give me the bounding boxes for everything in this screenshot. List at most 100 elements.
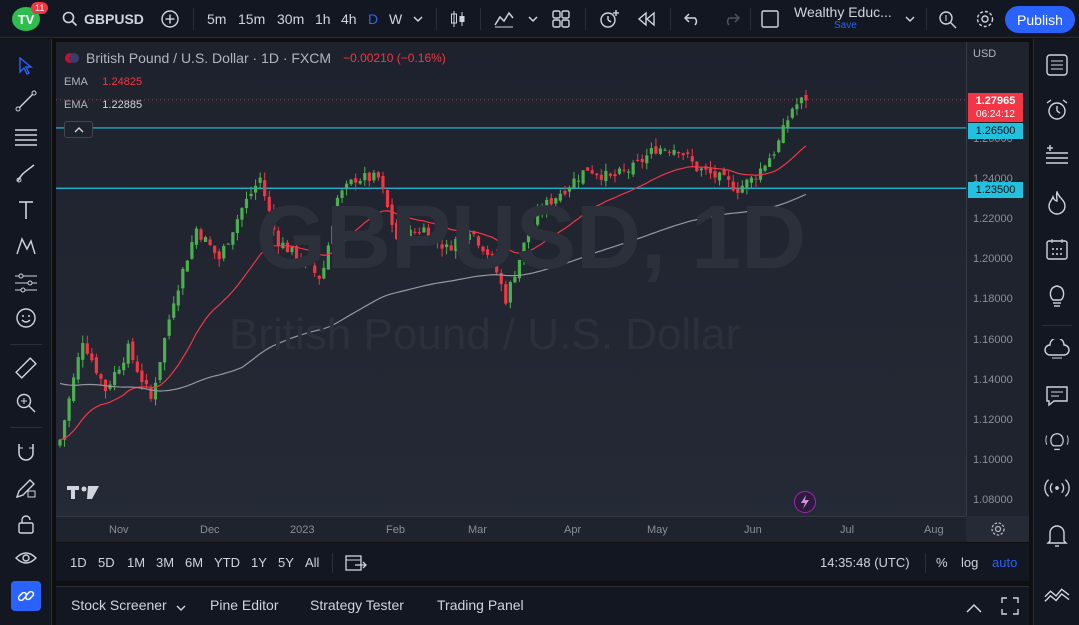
- save-label[interactable]: Save: [834, 20, 857, 31]
- strategy-tester-tab[interactable]: Strategy Tester: [310, 597, 404, 613]
- pattern-tool[interactable]: [13, 233, 39, 259]
- emoji-tool[interactable]: [13, 305, 39, 331]
- chart-type-button[interactable]: [448, 0, 468, 38]
- trading-panel-tab[interactable]: Trading Panel: [437, 597, 524, 613]
- streams-button[interactable]: [1044, 337, 1070, 363]
- replay-button[interactable]: [637, 0, 657, 38]
- ideas-button[interactable]: [1044, 283, 1070, 309]
- candle-body: [731, 181, 735, 191]
- utc-clock[interactable]: 14:35:48 (UTC): [820, 555, 910, 570]
- interval-4h[interactable]: 4h: [341, 11, 357, 27]
- pine-ideas-button[interactable]: [1044, 429, 1070, 455]
- collapse-legend-button[interactable]: [64, 121, 93, 138]
- order-panel-button[interactable]: [1044, 581, 1070, 607]
- compare-add-button[interactable]: [160, 0, 180, 38]
- watchlist-button[interactable]: [1044, 52, 1070, 78]
- measure-tool[interactable]: [13, 355, 39, 381]
- hide-drawings-tool[interactable]: [13, 545, 39, 571]
- interval-w[interactable]: W: [389, 11, 403, 27]
- range-6m[interactable]: 6M: [185, 555, 204, 570]
- expand-panel-button[interactable]: [966, 600, 982, 618]
- hotlists-button[interactable]: [1044, 190, 1070, 216]
- brush-tool[interactable]: [13, 160, 39, 186]
- publish-button[interactable]: Publish: [1005, 6, 1075, 33]
- lock-drawings-tool[interactable]: [13, 511, 39, 537]
- candle-body: [554, 198, 558, 204]
- candle-body: [686, 152, 690, 155]
- cursor-tool[interactable]: [13, 53, 39, 79]
- layout-name[interactable]: Wealthy Educ... Save: [794, 0, 892, 38]
- quick-search-button[interactable]: [938, 0, 958, 38]
- percent-toggle[interactable]: %: [936, 555, 948, 570]
- redo-button[interactable]: [722, 0, 740, 38]
- layouts-button[interactable]: [552, 0, 570, 38]
- range-1d[interactable]: 1D: [70, 555, 87, 570]
- stock-screener-dropdown[interactable]: [176, 600, 186, 618]
- time-axis[interactable]: Nov Dec 2023 Feb Mar Apr May Jun Jul Aug: [56, 516, 966, 542]
- candle-body: [285, 242, 290, 253]
- trendline-tool[interactable]: [13, 88, 39, 114]
- hline-label-upper[interactable]: 1.26500: [968, 123, 1023, 139]
- settings-button[interactable]: [975, 0, 995, 38]
- symbol-search[interactable]: GBPUSD: [62, 0, 144, 38]
- undo-icon: [684, 13, 698, 26]
- broadcast-button[interactable]: [1044, 475, 1070, 501]
- candle-body: [476, 236, 481, 246]
- candle-body: [76, 357, 80, 380]
- log-toggle[interactable]: log: [961, 555, 979, 570]
- data-window-button[interactable]: [1044, 143, 1070, 169]
- fullscreen-select-button[interactable]: [761, 0, 779, 38]
- indicators-dropdown[interactable]: [527, 0, 539, 38]
- square-icon: [761, 10, 779, 28]
- sync-drawings-button[interactable]: [11, 581, 41, 611]
- auto-scale-toggle[interactable]: auto: [992, 555, 1018, 570]
- prediction-tool[interactable]: [13, 270, 39, 296]
- range-ytd[interactable]: YTD: [214, 555, 240, 570]
- range-1m[interactable]: 1M: [127, 555, 146, 570]
- fib-tool[interactable]: [13, 124, 39, 150]
- interval-d[interactable]: D: [368, 11, 379, 27]
- candle-body: [736, 188, 740, 193]
- candle-body: [458, 235, 462, 242]
- currency-selector[interactable]: USD: [973, 48, 997, 60]
- zoom-tool[interactable]: [13, 390, 39, 416]
- ema-legend-2[interactable]: EMA 1.22885: [64, 99, 142, 111]
- go-to-date-button[interactable]: [345, 553, 367, 576]
- candle-body: [326, 245, 330, 270]
- range-5d[interactable]: 5D: [98, 555, 115, 570]
- divider: [1042, 325, 1072, 326]
- intervals-dropdown[interactable]: [412, 0, 424, 38]
- undo-button[interactable]: [684, 0, 702, 38]
- range-all[interactable]: All: [305, 555, 320, 570]
- candles-icon: [451, 11, 465, 27]
- symbol-legend[interactable]: British Pound / U.S. Dollar · 1D · FXCM …: [64, 50, 446, 66]
- range-5y[interactable]: 5Y: [278, 555, 294, 570]
- chart-pane[interactable]: GBPUSD, 1D British Pound / U.S. Dollar B…: [56, 42, 1029, 542]
- interval-15m[interactable]: 15m: [238, 11, 266, 27]
- maximize-panel-button[interactable]: [1001, 597, 1019, 620]
- interval-5m[interactable]: 5m: [207, 11, 227, 27]
- alert-button[interactable]: [598, 0, 620, 38]
- text-tool[interactable]: [13, 197, 39, 223]
- candle-body: [308, 260, 312, 264]
- hline-label-lower[interactable]: 1.23500: [968, 182, 1023, 198]
- pine-editor-tab[interactable]: Pine Editor: [210, 597, 279, 613]
- stay-in-drawing-tool[interactable]: [13, 475, 39, 501]
- magnet-tool[interactable]: [13, 439, 39, 465]
- chart-settings-button[interactable]: [990, 521, 1006, 542]
- eye-icon: [15, 552, 37, 564]
- interval-30m[interactable]: 30m: [277, 11, 305, 27]
- ideas-flash-button[interactable]: [794, 491, 816, 513]
- ema-legend-1[interactable]: EMA 1.24825: [64, 76, 142, 88]
- chats-button[interactable]: [1044, 383, 1070, 409]
- indicators-button[interactable]: [493, 0, 515, 38]
- notifications-button[interactable]: [1044, 522, 1070, 548]
- layout-dropdown[interactable]: [904, 0, 916, 38]
- alerts-button[interactable]: [1044, 97, 1070, 123]
- range-1y[interactable]: 1Y: [251, 555, 267, 570]
- stock-screener-tab[interactable]: Stock Screener: [71, 597, 167, 613]
- interval-1h[interactable]: 1h: [315, 11, 331, 27]
- calendar-button[interactable]: [1044, 236, 1070, 262]
- range-3m[interactable]: 3M: [156, 555, 175, 570]
- price-chart[interactable]: [56, 42, 1029, 542]
